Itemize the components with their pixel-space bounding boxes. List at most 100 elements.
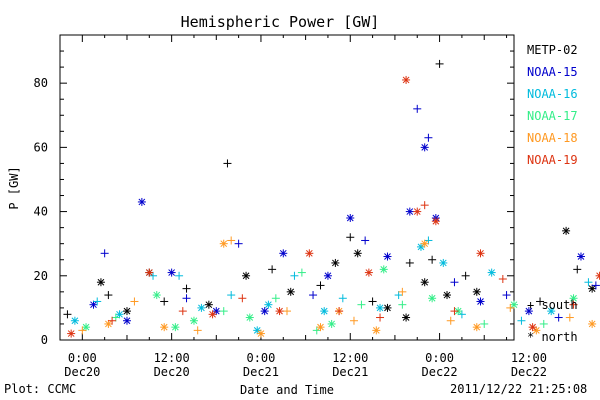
data-point bbox=[260, 307, 269, 316]
data-point bbox=[402, 75, 411, 84]
data-point bbox=[96, 278, 105, 287]
data-point bbox=[405, 207, 414, 216]
data-point bbox=[487, 268, 496, 277]
data-point bbox=[279, 249, 288, 258]
data-point bbox=[368, 297, 377, 306]
data-point bbox=[349, 316, 358, 325]
data-point bbox=[517, 316, 526, 325]
data-point bbox=[238, 294, 247, 303]
data-point bbox=[297, 268, 306, 277]
data-point bbox=[413, 104, 422, 113]
plot-frame bbox=[59, 34, 515, 341]
data-point bbox=[472, 287, 481, 296]
data-point bbox=[312, 326, 321, 335]
data-point bbox=[383, 252, 392, 261]
data-point bbox=[588, 319, 597, 328]
data-point bbox=[398, 300, 407, 309]
x-tick-label-date: Dec22 bbox=[511, 365, 547, 379]
data-point bbox=[320, 307, 329, 316]
x-tick-label-date: Dec20 bbox=[64, 365, 100, 379]
data-point bbox=[245, 313, 254, 322]
data-point bbox=[435, 59, 444, 68]
data-point bbox=[305, 249, 314, 258]
data-point bbox=[584, 278, 593, 287]
data-point bbox=[450, 307, 459, 316]
x-tick-label-date: Dec21 bbox=[243, 365, 279, 379]
data-point bbox=[480, 319, 489, 328]
x-tick-label-time: 12:00 bbox=[154, 351, 190, 365]
data-point bbox=[402, 313, 411, 322]
data-point bbox=[536, 297, 545, 306]
data-point bbox=[82, 323, 91, 332]
data-point bbox=[70, 316, 79, 325]
data-point bbox=[122, 316, 131, 325]
data-point bbox=[197, 303, 206, 312]
data-point bbox=[595, 271, 600, 280]
data-point bbox=[420, 143, 429, 152]
data-point bbox=[78, 326, 87, 335]
data-point bbox=[405, 258, 414, 267]
x-tick-label-time: 0:00 bbox=[68, 351, 97, 365]
data-point bbox=[569, 300, 578, 309]
data-point bbox=[104, 291, 113, 300]
data-point bbox=[122, 307, 131, 316]
data-point bbox=[573, 265, 582, 274]
data-point bbox=[67, 329, 76, 338]
legend-entry: METP-02 bbox=[527, 43, 578, 57]
data-point bbox=[271, 294, 280, 303]
data-point bbox=[364, 268, 373, 277]
data-point bbox=[372, 326, 381, 335]
data-point bbox=[152, 291, 161, 300]
data-point bbox=[591, 281, 600, 290]
x-tick-label-date: Dec22 bbox=[422, 365, 458, 379]
data-point bbox=[242, 271, 251, 280]
data-point bbox=[338, 294, 347, 303]
data-point bbox=[576, 252, 585, 261]
data-point bbox=[89, 300, 98, 309]
data-point bbox=[431, 217, 440, 226]
data-point bbox=[178, 307, 187, 316]
data-point bbox=[331, 258, 340, 267]
data-point bbox=[167, 268, 176, 277]
legend-north-marker: * north bbox=[527, 330, 578, 344]
data-point bbox=[461, 271, 470, 280]
x-tick-label-time: 0:00 bbox=[246, 351, 275, 365]
data-point bbox=[428, 255, 437, 264]
data-point bbox=[357, 300, 366, 309]
data-point bbox=[208, 310, 217, 319]
data-point bbox=[275, 307, 284, 316]
data-point bbox=[219, 307, 228, 316]
data-point bbox=[130, 297, 139, 306]
data-point bbox=[175, 271, 184, 280]
data-point bbox=[424, 236, 433, 245]
data-point bbox=[108, 316, 117, 325]
data-point bbox=[111, 313, 120, 322]
data-point bbox=[524, 307, 533, 316]
data-point bbox=[420, 278, 429, 287]
data-point bbox=[502, 291, 511, 300]
data-point bbox=[346, 233, 355, 242]
data-point bbox=[428, 294, 437, 303]
data-point bbox=[104, 319, 113, 328]
data-point bbox=[361, 236, 370, 245]
data-point bbox=[565, 313, 574, 322]
data-point bbox=[115, 310, 124, 319]
legend-entry: NOAA-17 bbox=[527, 109, 578, 123]
data-point bbox=[353, 249, 362, 258]
legend-south-marker: + south bbox=[527, 298, 578, 312]
data-point bbox=[316, 281, 325, 290]
data-point bbox=[137, 197, 146, 206]
data-point bbox=[379, 265, 388, 274]
data-point bbox=[476, 249, 485, 258]
data-points bbox=[63, 59, 600, 338]
legend-entry: NOAA-16 bbox=[527, 87, 578, 101]
y-tick-label: 80 bbox=[34, 76, 48, 90]
data-point bbox=[383, 303, 392, 312]
data-point bbox=[562, 226, 571, 235]
x-tick-label-time: 12:00 bbox=[332, 351, 368, 365]
data-point bbox=[554, 313, 563, 322]
x-axis-ticks: 0:00Dec2012:00Dec200:00Dec2112:00Dec210:… bbox=[59, 35, 547, 379]
data-point bbox=[528, 323, 537, 332]
y-tick-label: 20 bbox=[34, 269, 48, 283]
